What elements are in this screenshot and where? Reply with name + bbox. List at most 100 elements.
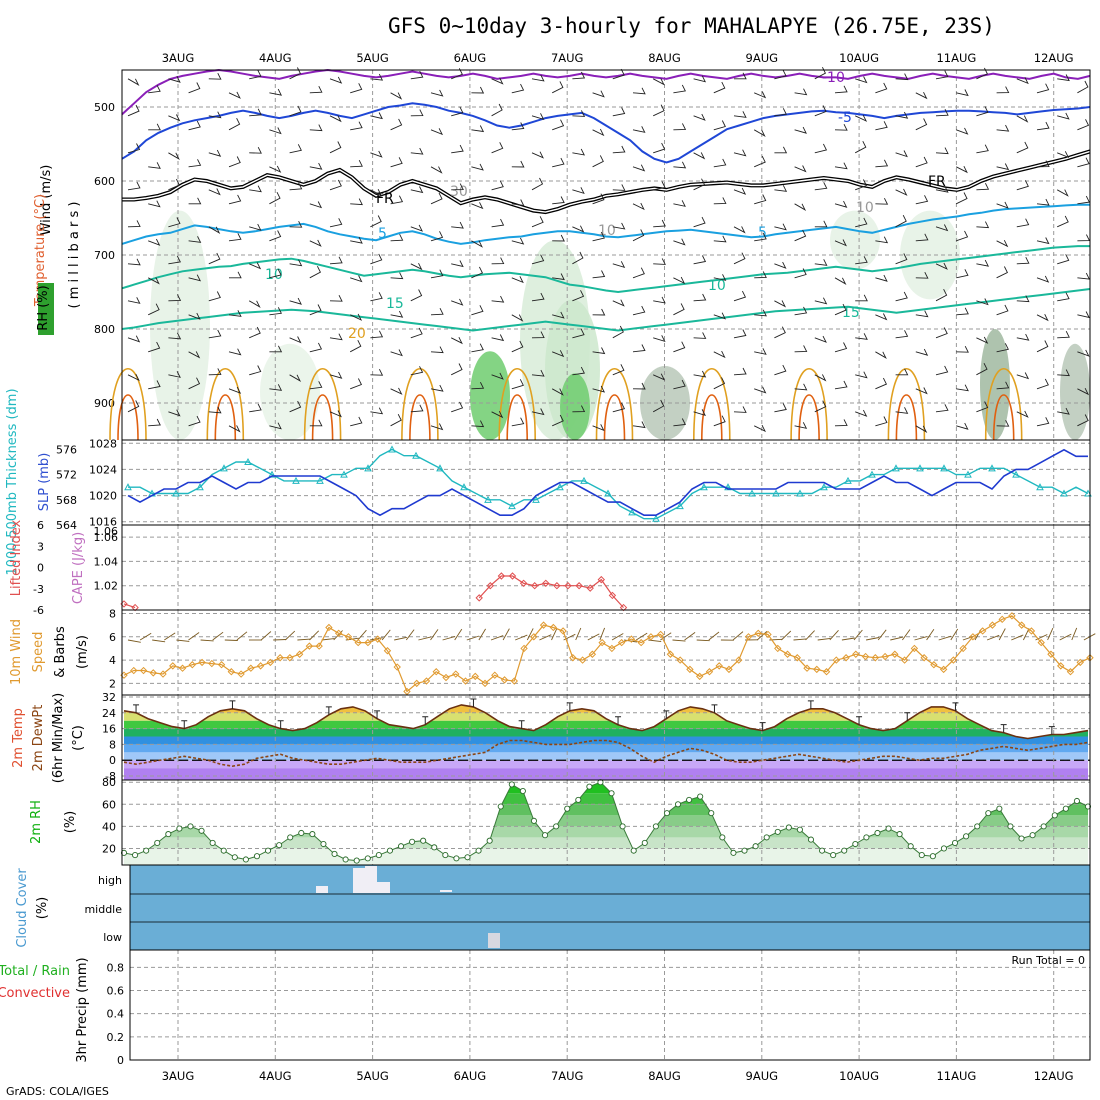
surface-wind-barb (708, 631, 720, 641)
isotherm-25 (701, 394, 723, 441)
temp-minmax-bar (325, 706, 332, 715)
wind-speed-marker (500, 676, 509, 684)
wind-barb (713, 274, 727, 281)
wind-barb (834, 85, 848, 94)
surface-wind-barb (732, 631, 744, 641)
wind-speed-marker (959, 644, 967, 653)
wind-barb (471, 125, 485, 133)
wind-barb (653, 219, 666, 228)
rh-marker (1029, 832, 1036, 839)
wind-speed-marker (1047, 650, 1055, 658)
rh-marker (963, 833, 970, 840)
wind-barb (1036, 340, 1049, 353)
contour-label: 10 (856, 200, 874, 216)
wind-speed-marker (539, 621, 548, 629)
wind-barb (895, 188, 908, 196)
isotherm-25 (895, 394, 918, 441)
thickness-marker (292, 476, 300, 484)
rh-marker (918, 852, 925, 859)
rh-marker (475, 847, 482, 854)
wind-barb (430, 269, 444, 279)
wind-barb (794, 126, 807, 134)
wind-barb (148, 123, 161, 131)
wind-barb (370, 292, 383, 302)
rh-band (124, 837, 1088, 849)
wind-barb (491, 142, 504, 154)
cape-marker (575, 582, 583, 590)
wind-barb (834, 277, 847, 285)
isotherm-line (121, 102, 1091, 164)
surface-wind-barb (902, 629, 911, 641)
wind-barb (127, 220, 141, 228)
wind-barb (652, 399, 665, 413)
wind-speed-marker (481, 679, 489, 688)
rh-marker (353, 857, 360, 864)
temp-minmax-bar (518, 720, 525, 729)
wind-barb (814, 143, 828, 154)
thickness-tick: 576 (56, 443, 77, 456)
wind-barb (249, 146, 262, 154)
cloud-cell (365, 866, 377, 893)
upper-air-panel: 500 600 700 800 900 -10 -5 FR FR 5 5 10 10 15 15 20 30 10… (33, 66, 1091, 441)
rh-tick: 40 (102, 820, 116, 833)
wind-barb (1016, 333, 1030, 341)
surface-wind-barb (321, 638, 335, 641)
wind-barb (188, 415, 201, 427)
wind-barb (855, 76, 868, 84)
isotherm-20 (790, 367, 828, 441)
temp-minmax-bar (470, 698, 477, 707)
surface-wind-barb (284, 630, 296, 641)
wind-speed-marker (217, 661, 226, 669)
wind-barb (612, 261, 626, 269)
wind-barb (1016, 115, 1029, 123)
wind-speed-marker (666, 650, 675, 658)
wind-barb (370, 253, 383, 265)
wind-barb (188, 236, 202, 243)
wind-barb (228, 117, 241, 131)
wind-speed-marker (520, 644, 528, 653)
wind-barb (572, 251, 584, 265)
wind-barb (531, 254, 545, 265)
cape-marker (519, 579, 528, 587)
wind-barb (693, 152, 706, 160)
wind-barb (309, 304, 322, 316)
wind-barb (511, 122, 525, 131)
temp-minmax-bar (229, 700, 236, 709)
rh-marker (807, 836, 815, 843)
wind-barb (794, 422, 808, 429)
wind-barb (935, 70, 949, 80)
rh-marker (253, 853, 261, 860)
surface-wind-barb (599, 627, 606, 641)
wind-speed-marker (735, 656, 743, 664)
cloud-cover-panel: high middle low Cloud Cover (%) (15, 864, 1091, 951)
rh-marker (741, 847, 748, 854)
wind-barb (1016, 180, 1029, 191)
thickness-marker (796, 489, 804, 497)
wind-barb (1057, 112, 1070, 120)
wind-barb (774, 326, 786, 339)
thickness-marker (316, 476, 324, 484)
cloud-level-label: low (103, 931, 122, 944)
wind-barb (693, 216, 706, 228)
wind-barb (713, 120, 726, 131)
rh-marker (719, 834, 726, 841)
wind-barb (673, 379, 686, 390)
wind-axis-label-1: 10m Wind (9, 619, 24, 685)
wind-barb (935, 147, 949, 155)
wind-barb (875, 159, 889, 168)
wind-barb (713, 158, 727, 168)
wind-barb (693, 293, 707, 302)
wind-speed-marker (130, 666, 138, 675)
wind-barb (774, 108, 787, 117)
wind-barb (390, 118, 403, 131)
wind-barb (1077, 195, 1090, 205)
wind-barb (370, 215, 382, 228)
wind-barb (228, 425, 241, 433)
wind-barb (511, 276, 524, 284)
wind-barb (875, 121, 888, 131)
wind-barb (1036, 237, 1050, 245)
wind-barb (491, 180, 504, 191)
surface-wind-barb (696, 639, 710, 642)
wind-barb (956, 384, 969, 392)
wind-barb (855, 371, 868, 379)
